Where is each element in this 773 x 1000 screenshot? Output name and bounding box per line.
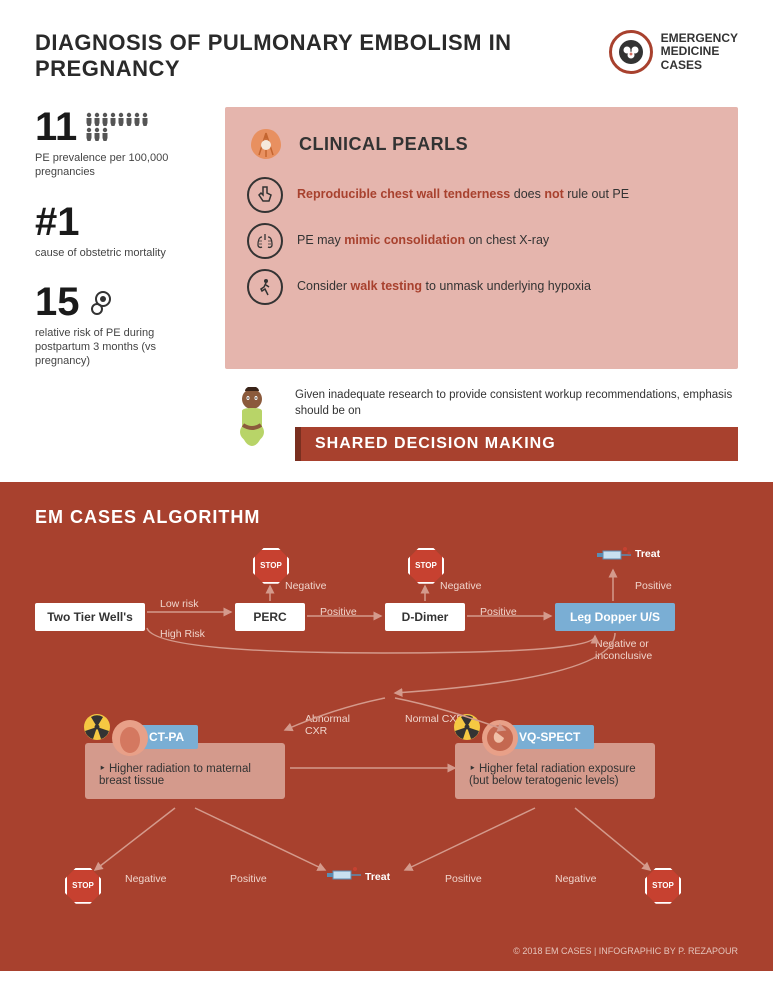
pearl-text: Consider walk testing to unmask underlyi… <box>297 278 591 296</box>
logo-icon <box>609 30 653 74</box>
header: DIAGNOSIS OF PULMONARY EMBOLISM IN PREGN… <box>35 30 738 82</box>
page-title: DIAGNOSIS OF PULMONARY EMBOLISM IN PREGN… <box>35 30 609 82</box>
top-section: DIAGNOSIS OF PULMONARY EMBOLISM IN PREGN… <box>0 0 773 482</box>
pearl-item: Reproducible chest wall tenderness does … <box>247 177 716 213</box>
syringe-icon <box>595 543 635 567</box>
label-abnormal-cxr: Abnormal CXR <box>305 713 365 737</box>
label-negative: Negative <box>555 873 596 885</box>
stat-number: 11 <box>35 107 205 147</box>
stat-block: #1 cause of obstetric mortality <box>35 202 205 260</box>
pearls-title: CLINICAL PEARLS <box>299 134 468 155</box>
logo: EMERGENCY MEDICINE CASES <box>609 30 738 74</box>
stat-label: cause of obstetric mortality <box>35 246 205 260</box>
stats-column: 11 PE prevalence per 100,000 pregnancies… <box>35 107 205 369</box>
mid-row: 11 PE prevalence per 100,000 pregnancies… <box>35 107 738 369</box>
label-positive: Positive <box>230 873 267 885</box>
stop-icon: STOP <box>408 548 444 584</box>
node-ddimer: D-Dimer <box>385 603 465 631</box>
stat-label: relative risk of PE during postpartum 3 … <box>35 326 205 369</box>
walk-icon <box>247 269 283 305</box>
pearl-item: Consider walk testing to unmask underlyi… <box>247 269 716 305</box>
touch-icon <box>247 177 283 213</box>
algorithm-title: EM CASES ALGORITHM <box>35 507 738 528</box>
label-treat: Treat <box>635 548 660 560</box>
label-lowrisk: Low risk <box>160 598 199 610</box>
shared-content: Given inadequate research to provide con… <box>295 387 738 461</box>
algorithm-section: EM CASES ALGORITHM Two Tier Well's PERC … <box>0 482 773 971</box>
shell-icon <box>247 125 285 163</box>
stop-icon: STOP <box>65 868 101 904</box>
stop-icon: STOP <box>253 548 289 584</box>
shared-intro-text: Given inadequate research to provide con… <box>295 387 738 419</box>
stat-block: 11 PE prevalence per 100,000 pregnancies <box>35 107 205 180</box>
label-neg-inconclusive: Negative or inconclusive <box>595 638 685 662</box>
pearl-text: Reproducible chest wall tenderness does … <box>297 186 629 204</box>
logo-text: EMERGENCY MEDICINE CASES <box>661 32 738 72</box>
label-positive: Positive <box>635 580 672 592</box>
shared-banner: SHARED DECISION MAKING <box>295 427 738 461</box>
node-perc: PERC <box>235 603 305 631</box>
flowchart: Two Tier Well's PERC D-Dimer Leg Dopper … <box>35 558 738 938</box>
pearls-header: CLINICAL PEARLS <box>247 125 716 163</box>
page: DIAGNOSIS OF PULMONARY EMBOLISM IN PREGN… <box>0 0 773 971</box>
pearl-text: PE may mimic consolidation on chest X-ra… <box>297 232 549 250</box>
node-wells: Two Tier Well's <box>35 603 145 631</box>
label-negative: Negative <box>440 580 481 592</box>
node-leg-doppler: Leg Dopper U/S <box>555 603 675 631</box>
pearl-item: PE may mimic consolidation on chest X-ra… <box>247 223 716 259</box>
clinical-pearls-panel: CLINICAL PEARLS Reproducible chest wall … <box>225 107 738 369</box>
label-positive: Positive <box>445 873 482 885</box>
stat-label: PE prevalence per 100,000 pregnancies <box>35 151 205 180</box>
radiation-icon <box>453 713 481 741</box>
people-icon <box>85 112 175 142</box>
label-positive: Positive <box>480 606 517 618</box>
shared-decision-block: Given inadequate research to provide con… <box>225 387 738 462</box>
stat-block: 15 relative risk of PE during postpartum… <box>35 282 205 369</box>
label-highrisk: High Risk <box>160 628 205 640</box>
stat-number: #1 <box>35 202 205 242</box>
label-positive: Positive <box>320 606 357 618</box>
label-treat: Treat <box>365 871 390 883</box>
lungs-icon <box>247 223 283 259</box>
radiation-icon <box>83 713 111 741</box>
syringe-icon <box>325 863 365 887</box>
stop-icon: STOP <box>645 868 681 904</box>
body-icon <box>110 718 150 758</box>
label-negative: Negative <box>125 873 166 885</box>
fetus-icon <box>480 718 520 758</box>
pregnant-woman-icon <box>225 387 280 462</box>
footer-credit: © 2018 EM CASES | INFOGRAPHIC BY P. REZA… <box>35 938 738 956</box>
stat-number: 15 <box>35 282 205 322</box>
pacifier-icon <box>88 287 118 317</box>
label-negative: Negative <box>285 580 326 592</box>
